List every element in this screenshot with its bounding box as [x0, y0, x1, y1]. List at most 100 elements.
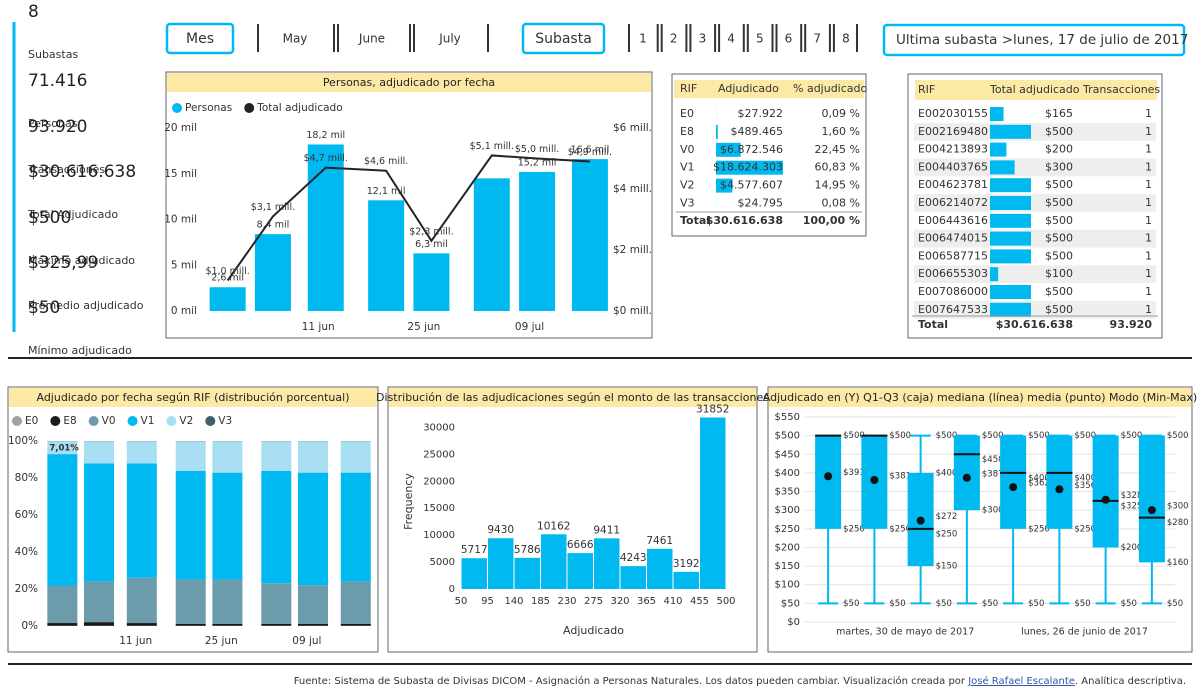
line	[226, 154, 590, 282]
auction-option[interactable]: 8	[842, 32, 850, 46]
data-label: 7,01%	[49, 444, 79, 454]
y-tick-label: $400	[775, 468, 800, 479]
auction-option[interactable]: 7	[813, 32, 821, 46]
y-tick-label: 25000	[423, 449, 455, 460]
y-tick-label: $450	[775, 449, 800, 460]
bar-segment	[212, 441, 243, 473]
auction-option[interactable]: 4	[727, 32, 735, 46]
column-header[interactable]: Transacciones	[1082, 83, 1160, 96]
kpi-label: Personas	[28, 117, 78, 130]
table-cell: E007647533	[918, 303, 988, 316]
data-label: $500	[936, 431, 958, 441]
table-cell: E006587715	[918, 249, 988, 262]
y-tick-label: $50	[781, 598, 800, 609]
legend-marker	[205, 416, 216, 426]
bar	[413, 253, 450, 311]
row-stripe	[914, 158, 1156, 177]
bar-segment	[297, 623, 328, 626]
table-total: Total	[680, 214, 710, 227]
month-button[interactable]: Mes	[186, 31, 214, 47]
bar	[571, 159, 608, 311]
data-bar	[716, 178, 733, 193]
table-cell: 1,60 %	[822, 125, 860, 138]
table-cell: 0,08 %	[822, 197, 860, 210]
kpi-label: Subastas	[28, 48, 78, 61]
auction-option[interactable]: 1	[639, 32, 647, 46]
bar-segment	[340, 472, 371, 582]
data-label: 15,2 mil	[518, 157, 557, 168]
bar-segment	[261, 470, 292, 584]
bar-segment	[212, 579, 243, 624]
x-tick-label: 50	[455, 596, 468, 607]
panel-title-bar	[389, 388, 756, 407]
y-tick-label: 20%	[15, 583, 38, 595]
data-label: $400	[936, 468, 958, 478]
data-bar	[990, 231, 1031, 246]
table-header-bg	[915, 80, 1157, 100]
y-tick-label: $150	[775, 561, 800, 572]
data-bar	[990, 302, 1031, 317]
table-cell: E006655303	[918, 267, 988, 280]
y-tick-label: $300	[775, 505, 800, 516]
y-tick-label: 15000	[423, 503, 455, 514]
bar	[254, 234, 291, 311]
data-label: $400	[1074, 473, 1096, 483]
column-header[interactable]: Adjudicado	[718, 82, 779, 95]
footer-link[interactable]: José Rafael Escalante	[967, 675, 1075, 687]
bar	[620, 566, 646, 589]
table-cell: E006443616	[918, 214, 988, 227]
data-label: $4,6 mill.	[364, 156, 408, 167]
month-option[interactable]: May	[283, 32, 308, 46]
data-bar	[990, 249, 1031, 264]
data-label: $5,1 mill.	[470, 141, 514, 152]
auction-option[interactable]: 6	[785, 32, 793, 46]
month-option[interactable]: June	[358, 32, 385, 46]
data-label: $150	[936, 562, 958, 572]
bar-segment	[126, 441, 157, 464]
table-total: $30.616.638	[996, 318, 1073, 331]
legend-label: E0	[25, 415, 38, 427]
auction-button[interactable]: Subasta	[535, 31, 592, 47]
kpi-label: Total Adjudicado	[27, 208, 118, 221]
table-cell: $500	[1045, 214, 1073, 227]
x-tick-label: 230	[557, 596, 576, 607]
column-header[interactable]: % adjudicado	[793, 82, 868, 95]
column-header[interactable]: RIF	[680, 82, 697, 95]
column-header[interactable]: RIF	[918, 83, 935, 96]
legend-marker	[12, 416, 22, 426]
panel-title: Distribución de las adjudicaciones según…	[376, 391, 769, 404]
month-button-frame[interactable]	[165, 22, 235, 55]
kpi-value: 71.416	[28, 71, 87, 91]
data-label: $50	[1121, 599, 1137, 609]
y-tick-label: 0%	[21, 620, 38, 632]
kpi-label: Mínimo adjudicado	[28, 344, 132, 357]
mean	[824, 472, 833, 481]
data-label: $300	[982, 506, 1004, 516]
data-label: $500	[982, 431, 1004, 441]
table-cell: E8	[680, 125, 694, 138]
column-header[interactable]: Total adjudicado	[989, 83, 1080, 96]
bar-segment	[47, 623, 78, 626]
legend-label: V1	[141, 415, 155, 427]
panel-title-bar	[167, 73, 651, 92]
table-cell: $200	[1045, 143, 1073, 156]
month-option[interactable]: July	[438, 32, 461, 46]
x-axis-label: Adjudicado	[563, 624, 624, 637]
auction-option[interactable]: 3	[699, 32, 707, 46]
data-label: $250	[843, 524, 865, 534]
legend-label: E8	[63, 415, 76, 427]
table-cell: 1	[1145, 125, 1152, 138]
auction-option[interactable]: 5	[756, 32, 764, 46]
kpi-value: $500	[28, 208, 71, 228]
data-label: 6666	[567, 539, 594, 551]
table-cell: $500	[1045, 232, 1073, 245]
data-bar	[990, 124, 1031, 139]
table-cell: 1	[1145, 196, 1152, 209]
bar	[209, 287, 246, 311]
y-tick-label: $250	[775, 524, 800, 535]
data-label: $500	[889, 431, 911, 441]
auction-option[interactable]: 2	[670, 32, 678, 46]
x-tick-label: 455	[690, 596, 709, 607]
bar-segment	[297, 585, 328, 624]
auction-button-frame[interactable]	[521, 22, 606, 55]
